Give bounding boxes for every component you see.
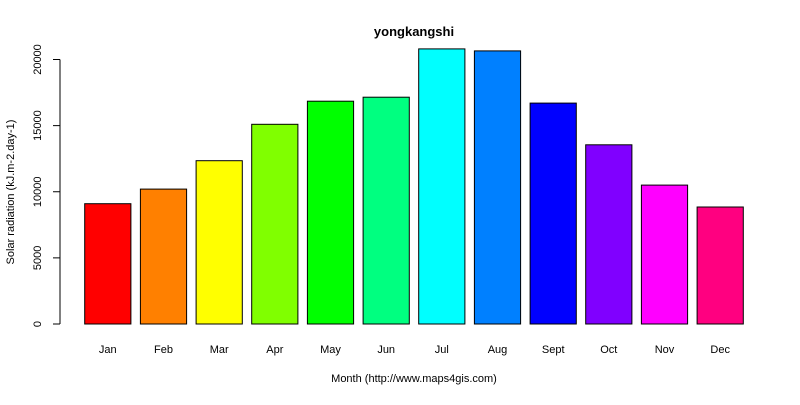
x-tick-label: Jun <box>377 344 395 356</box>
y-tick-label: 10000 <box>32 177 44 208</box>
bar-aug <box>473 50 522 325</box>
bar-dec <box>696 206 744 325</box>
x-axis-title: Month (http://www.maps4gis.com) <box>331 373 497 385</box>
x-tick-label: May <box>320 344 341 356</box>
x-tick-label: Jan <box>99 344 117 356</box>
y-tick-label: 0 <box>32 321 44 327</box>
bar-nov <box>640 184 689 325</box>
bar-jan <box>84 203 132 325</box>
y-tick-label: 20000 <box>32 44 44 75</box>
bar-feb <box>139 188 188 325</box>
x-tick-label: Dec <box>710 344 730 356</box>
y-tick-label: 15000 <box>32 110 44 141</box>
chart-title: yongkangshi <box>374 24 454 39</box>
bar-jun <box>362 96 410 325</box>
bars-group <box>84 48 744 325</box>
y-axis: 0 5000 10000 15000 20000 <box>32 44 61 327</box>
x-tick-label: Jul <box>435 344 449 356</box>
bar-mar <box>195 160 243 325</box>
bar-apr <box>251 123 299 325</box>
bar-oct <box>585 144 633 325</box>
bar-sept <box>529 102 577 325</box>
bar-may <box>306 100 355 325</box>
x-tick-label: Sept <box>542 344 565 356</box>
x-tick-label: Oct <box>600 344 617 356</box>
x-tick-label: Apr <box>266 344 283 356</box>
x-tick-label: Feb <box>154 344 173 356</box>
x-tick-label: Nov <box>655 344 675 356</box>
x-tick-labels: Jan Feb Mar Apr May Jun Jul Aug Sept Oct Nov Dec <box>99 344 731 356</box>
y-axis-title: Solar radiation (kJ.m-2.day-1) <box>5 120 17 265</box>
x-tick-label: Aug <box>488 344 508 356</box>
x-tick-label: Mar <box>210 344 229 356</box>
bar-jul <box>418 48 466 325</box>
y-tick-label: 5000 <box>32 246 44 270</box>
